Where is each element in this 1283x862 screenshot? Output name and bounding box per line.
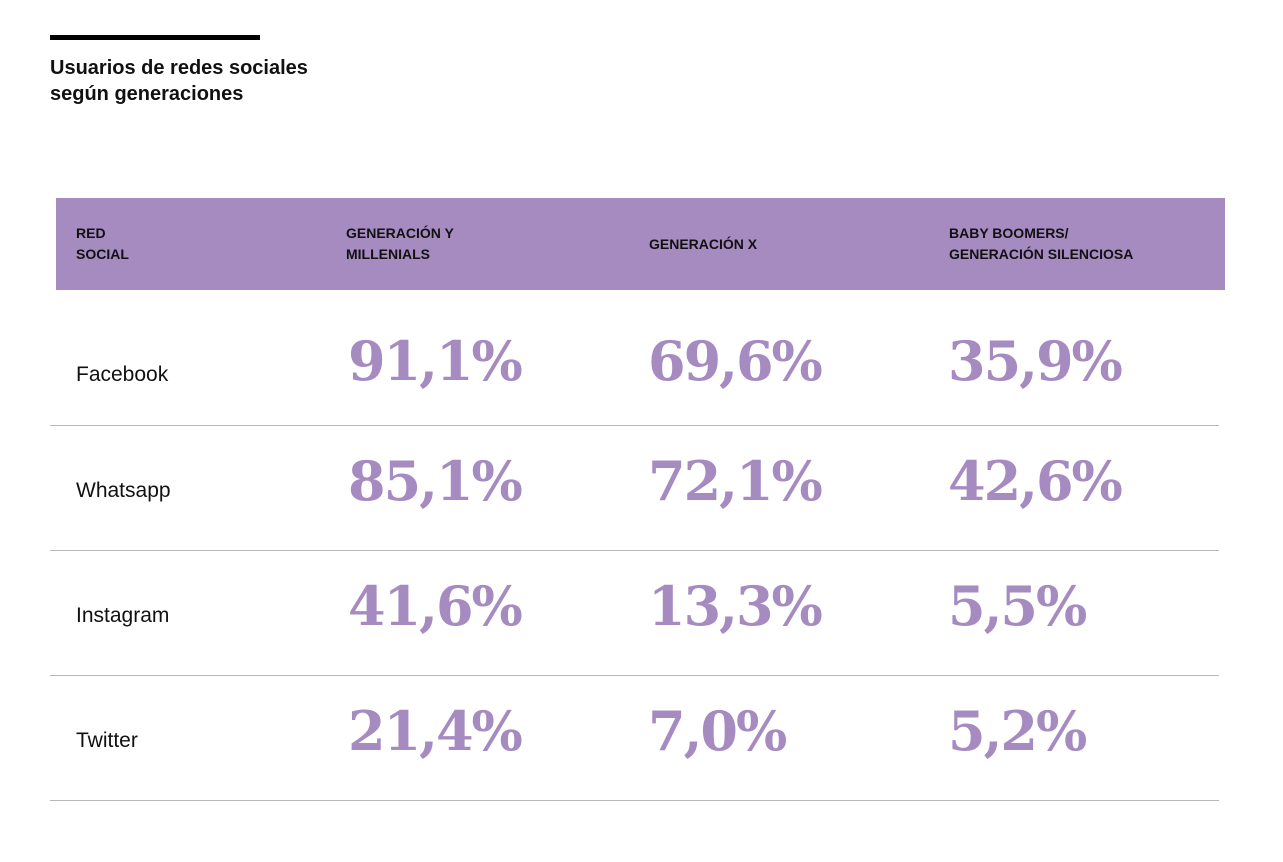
row-label-whatsapp: Whatsapp [76,479,171,502]
title-rule [50,35,260,40]
value-cell: 5,5% [948,574,1087,638]
row-label-instagram: Instagram [76,604,170,627]
value-cell: 5,2% [948,699,1087,763]
value-cell: 7,0% [648,699,787,763]
value-cell: 35,9% [948,329,1123,393]
table-row: Whatsapp 85,1% 72,1% 42,6% [50,426,1219,551]
column-header-label: SOCIAL [76,246,129,262]
chart-title: Usuarios de redes sociales según generac… [50,55,308,107]
row-label-twitter: Twitter [76,729,138,752]
value-cell: 13,3% [648,574,823,638]
column-header-1: GENERACIÓN Y MILLENIALS [346,198,454,290]
value-cell: 42,6% [948,449,1123,513]
column-header-label: MILLENIALS [346,246,430,262]
table-row: Facebook 91,1% 69,6% 35,9% [50,290,1219,426]
chart-title-line-1: Usuarios de redes sociales [50,57,308,79]
column-header-0: RED SOCIAL [76,198,129,290]
value-cell: 85,1% [348,449,523,513]
value-cell: 21,4% [348,699,523,763]
chart-title-line-2: según generaciones [50,83,244,105]
column-header-2: GENERACIÓN X [649,198,757,290]
column-header-label: GENERACIÓN Y [346,225,454,241]
table-header: RED SOCIAL GENERACIÓN Y MILLENIALS GENERACIÓ… [56,198,1225,290]
column-header-label: RED [76,225,106,241]
value-cell: 41,6% [348,574,523,638]
row-label-facebook: Facebook [76,363,169,386]
table-row: Instagram 41,6% 13,3% 5,5% [50,551,1219,676]
column-header-label: BABY BOOMERS/ [949,225,1069,241]
column-header-label: GENERACIÓN X [649,235,758,252]
column-header-label: GENERACIÓN SILENCIOSA [949,246,1134,262]
value-cell: 91,1% [348,329,523,393]
column-header-3: BABY BOOMERS/GENERACIÓN SILENCIOSA [949,198,1133,290]
value-cell: 72,1% [648,449,823,513]
table-row: Twitter 21,4% 7,0% 5,2% [50,676,1219,801]
value-cell: 69,6% [648,329,823,393]
